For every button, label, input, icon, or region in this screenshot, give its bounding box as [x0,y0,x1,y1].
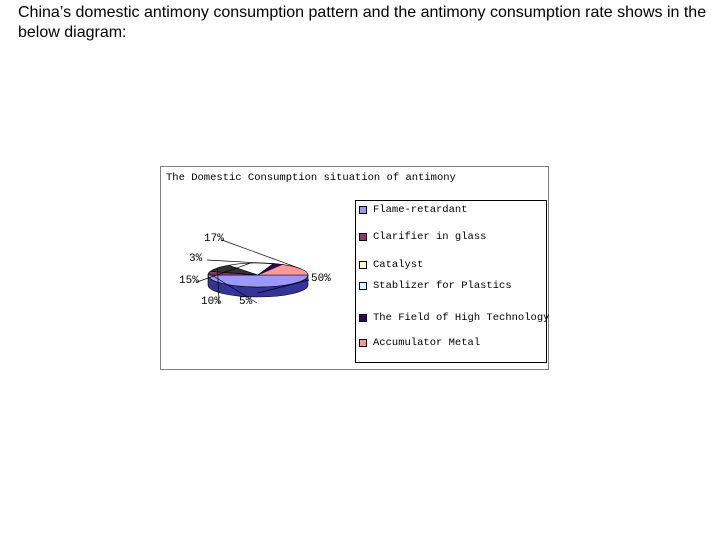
pie-leader-line [206,259,278,265]
legend-swatch [359,206,367,214]
chart-legend: Flame-retardant Clarifier in glass Catal… [355,200,549,363]
pie-data-label-the-field-of-high-technology: 3% [189,253,203,265]
legend-label: Stablizer for Plastics [373,280,512,292]
legend-label: Clarifier in glass [373,231,487,243]
pie-data-label-flame-retardant: 50% [311,273,331,285]
legend-swatch [359,339,367,347]
pie-data-label-catalyst: 10% [201,296,221,308]
pie-leader-line [257,279,310,294]
pie-leader-line [196,262,251,283]
legend-label: Accumulator Metal [373,337,481,349]
legend-label: Catalyst [373,259,424,271]
pie-data-label-stablizer-for-plastics: 15% [179,275,199,287]
legend-item-clarifier-in-glass: Clarifier in glass [359,231,486,243]
legend-item-catalyst: Catalyst [359,259,423,271]
legend-label: Flame-retardant [373,204,468,216]
pie-leader-line [221,239,302,270]
pie-leader-line [217,267,220,304]
legend-item-flame-retardant: Flame-retardant [359,204,468,216]
legend-label: The Field of High Technology [373,312,550,324]
legend-item-accumulator-metal: Accumulator Metal [359,337,480,349]
legend-item-stablizer-for-plastics: Stablizer for Plastics [359,280,512,292]
legend-swatch [359,282,367,290]
legend-swatch [359,233,367,241]
pie-leader-line [208,272,258,304]
legend-swatch [359,314,367,322]
chart-title: The Domestic Consumption situation of an… [166,172,456,184]
chart-frame: The Domestic Consumption situation of an… [160,166,549,370]
slide-caption: China’s domestic antimony consumption pa… [18,4,707,41]
pie-data-label-accumulator-metal: 17% [204,233,224,245]
legend-swatch [359,261,367,269]
pie-data-label-clarifier-in-glass: 5% [239,296,253,308]
pie-chart [196,239,310,304]
legend-item-high-technology: The Field of High Technology [359,312,549,324]
pie-slice-flame-retardant [207,274,309,288]
